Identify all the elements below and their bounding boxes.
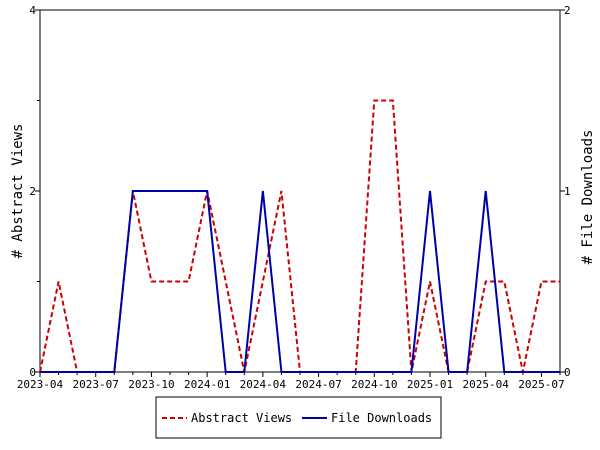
x-tick-label: 2023-04 bbox=[17, 378, 64, 391]
plot-area-frame bbox=[39, 9, 561, 373]
x-tick-label: 2023-07 bbox=[73, 378, 119, 391]
series-line-file-downloads bbox=[40, 190, 560, 373]
legend-label: Abstract Views bbox=[191, 411, 292, 425]
y-right-axis-title: # File Downloads bbox=[580, 130, 596, 265]
x-tick-label: 2024-04 bbox=[240, 378, 287, 391]
x-tick-label: 2024-01 bbox=[184, 378, 230, 391]
y-right-tick-label: 1 bbox=[564, 185, 571, 198]
x-tick-label: 2023-10 bbox=[128, 378, 174, 391]
y-left-tick-label: 4 bbox=[29, 4, 36, 17]
x-tick-label: 2025-04 bbox=[463, 378, 510, 391]
x-axis: 2023-04 2023-07 2023-10 2024-01 2024-04 2024-… bbox=[17, 372, 565, 391]
y-left-tick-label: 0 bbox=[29, 366, 36, 379]
y-left-axis-title: # Abstract Views bbox=[10, 124, 26, 259]
series-layer bbox=[39, 99, 560, 373]
y-right-tick-label: 2 bbox=[564, 4, 571, 17]
y-right-tick-label: 0 bbox=[564, 366, 571, 379]
y-left-tick-label: 2 bbox=[29, 185, 36, 198]
x-tick-label: 2025-07 bbox=[518, 378, 564, 391]
x-tick-label: 2024-07 bbox=[295, 378, 341, 391]
legend: Abstract Views File Downloads bbox=[155, 396, 442, 439]
x-tick-label: 2025-01 bbox=[407, 378, 453, 391]
y-left-axis: 0 2 4 bbox=[29, 4, 40, 379]
x-tick-label: 2024-10 bbox=[351, 378, 397, 391]
legend-label: File Downloads bbox=[331, 411, 432, 425]
legend-box bbox=[155, 396, 442, 439]
y-right-axis: 0 1 2 bbox=[560, 4, 571, 379]
